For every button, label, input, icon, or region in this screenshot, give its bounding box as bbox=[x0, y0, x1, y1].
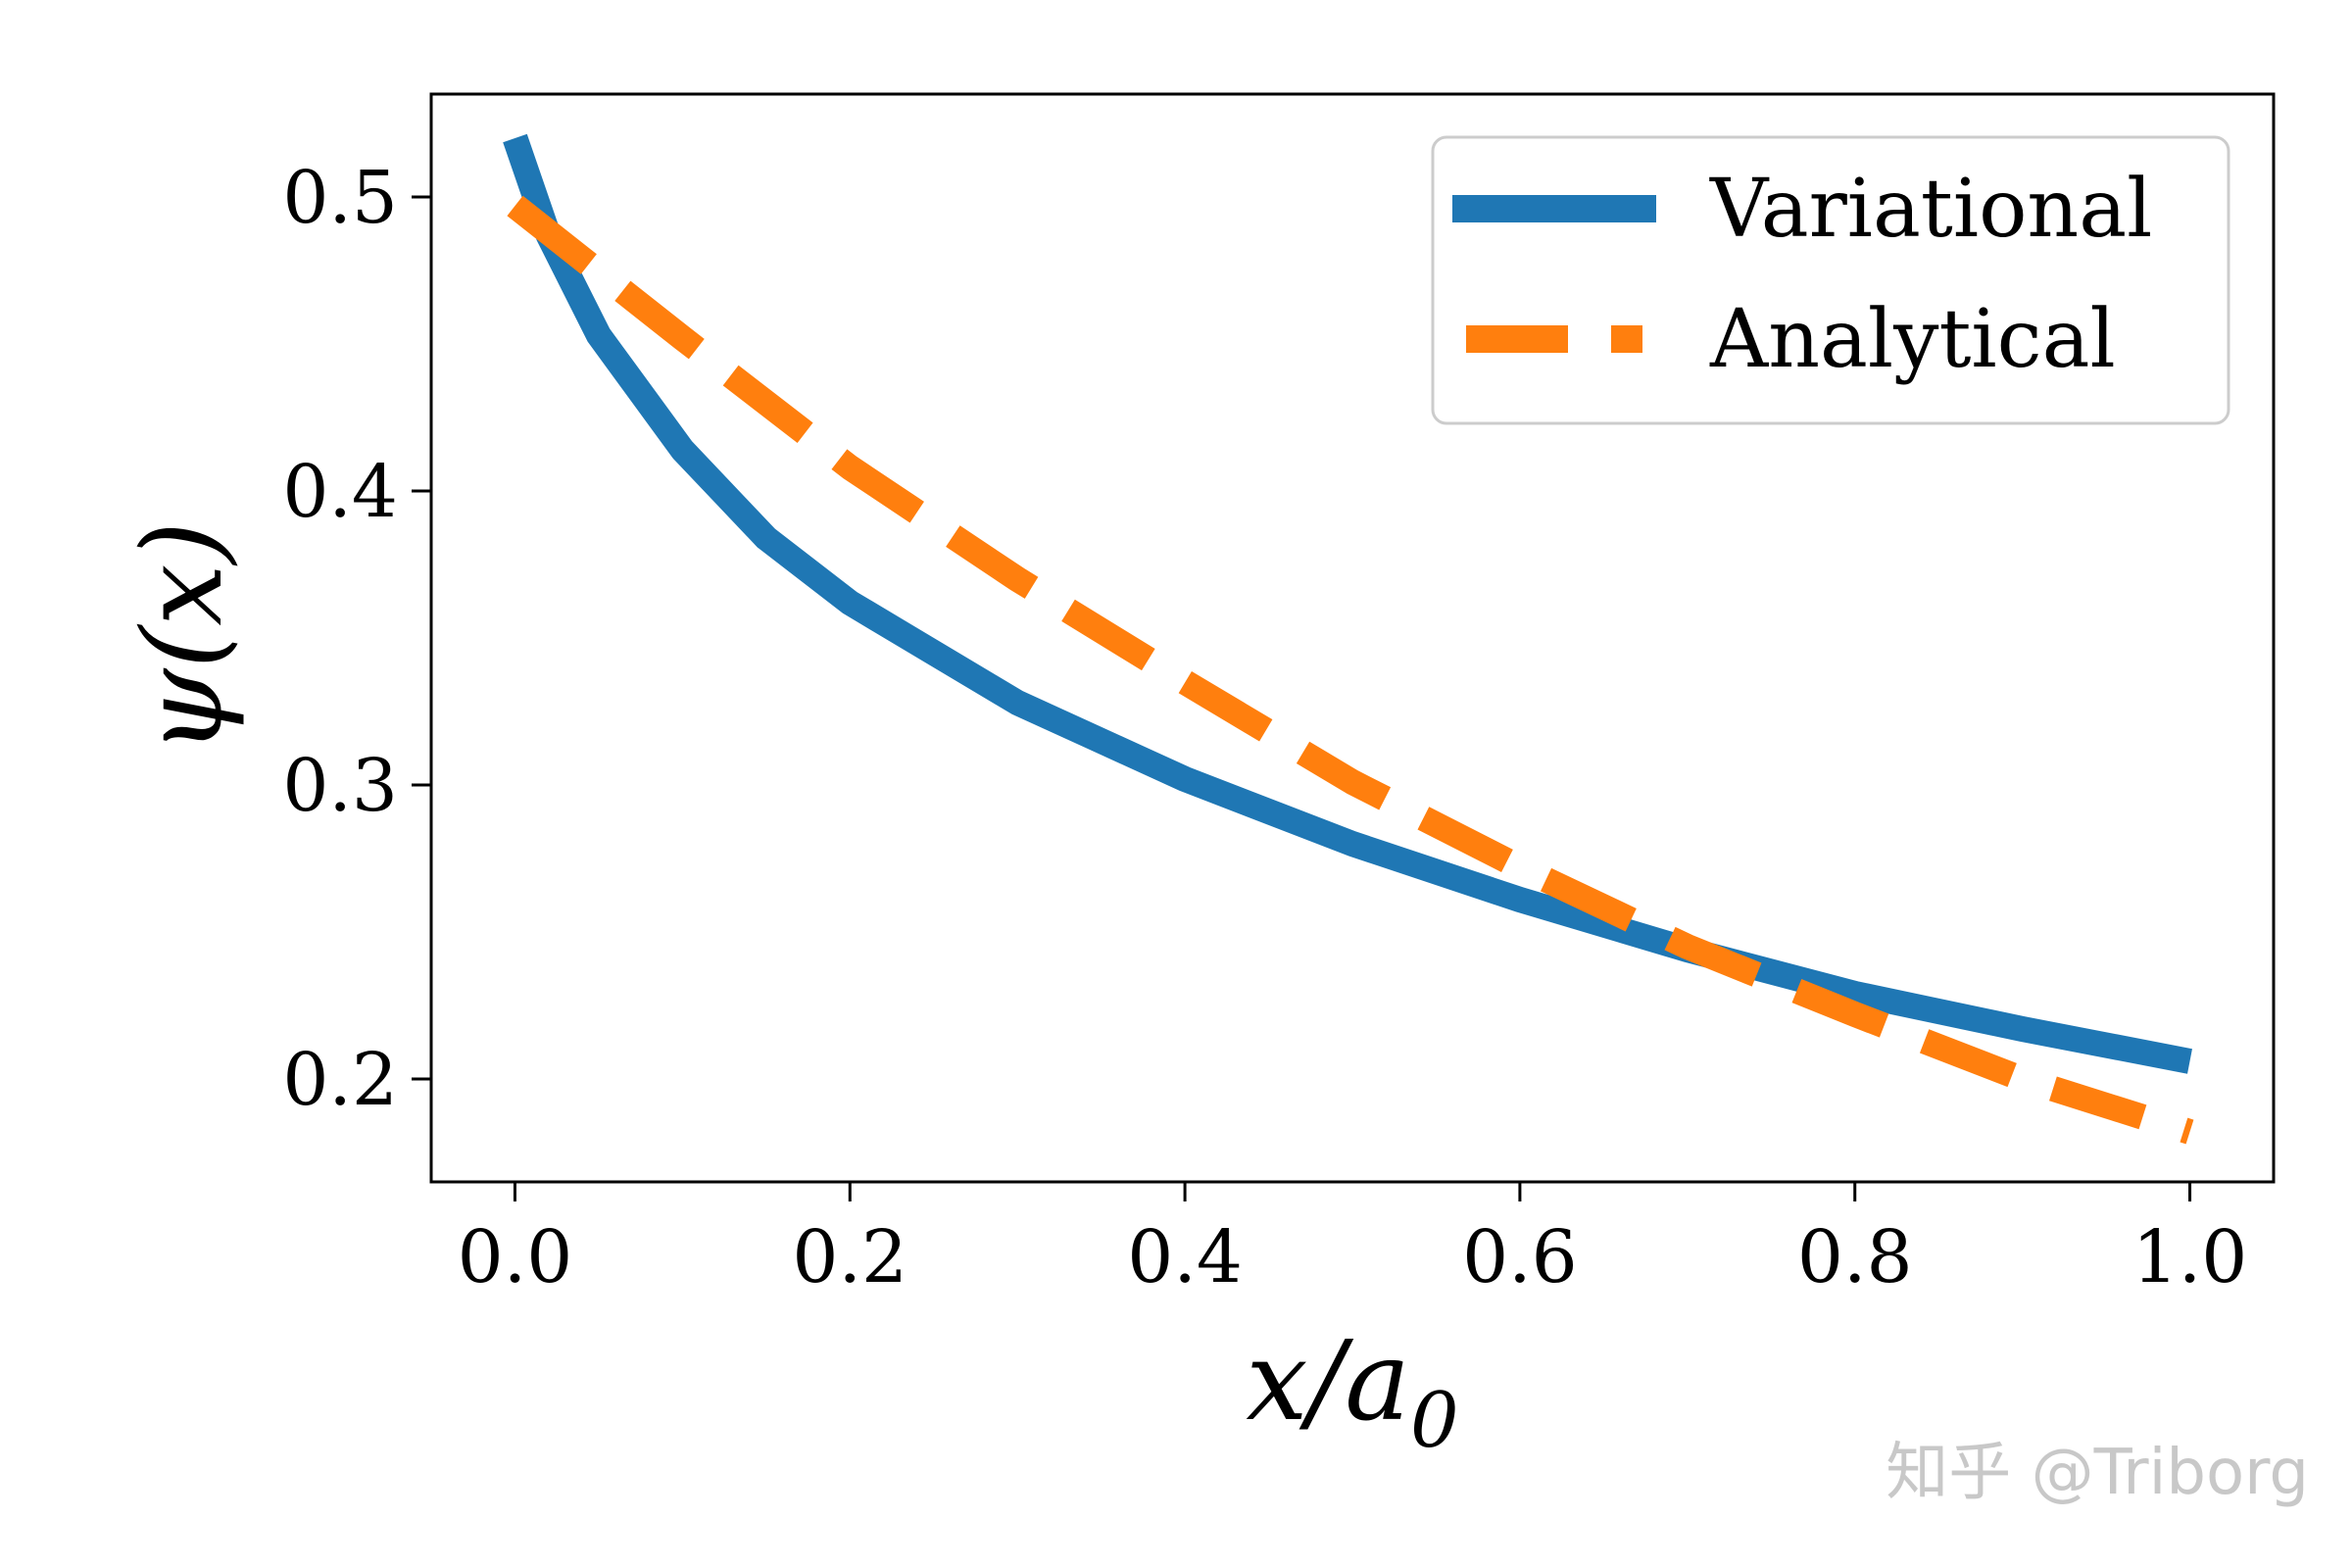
y-tick-label: 0.5 bbox=[282, 156, 398, 240]
y-axis-ticks: 0.2 0.3 0.4 0.5 bbox=[282, 156, 431, 1122]
y-tick-label: 0.3 bbox=[282, 744, 398, 828]
y-tick-label: 0.4 bbox=[282, 450, 398, 534]
x-axis-label: x/a0 bbox=[1246, 1318, 1458, 1465]
x-tick-label: 0.2 bbox=[792, 1215, 907, 1299]
x-tick-label: 0.8 bbox=[1797, 1215, 1913, 1299]
x-tick-label: 0.4 bbox=[1127, 1215, 1243, 1299]
series-line-variational bbox=[503, 133, 2192, 1074]
legend-label-variational: Variational bbox=[1709, 163, 2152, 256]
x-tick-label: 0.6 bbox=[1462, 1215, 1578, 1299]
x-axis-label-main: x/a bbox=[1246, 1318, 1410, 1446]
legend-label-analytical: Analytical bbox=[1709, 293, 2116, 386]
legend: Variational Analytical bbox=[1431, 135, 2230, 425]
plot-frame bbox=[429, 92, 2276, 1184]
x-axis-label-subscript: 0 bbox=[1410, 1377, 1459, 1465]
y-axis-label: ψ(x) bbox=[120, 521, 247, 755]
series-layer bbox=[503, 133, 2194, 1145]
y-tick-label: 0.2 bbox=[282, 1038, 398, 1122]
watermark-text: 知乎 @Triborg bbox=[1886, 1437, 2309, 1509]
x-tick-label: 1.0 bbox=[2132, 1215, 2248, 1299]
series-line-analytical bbox=[507, 195, 2194, 1145]
x-axis-ticks: 0.0 0.2 0.4 0.6 0.8 1.0 bbox=[458, 1182, 2248, 1299]
x-tick-label: 0.0 bbox=[458, 1215, 573, 1299]
